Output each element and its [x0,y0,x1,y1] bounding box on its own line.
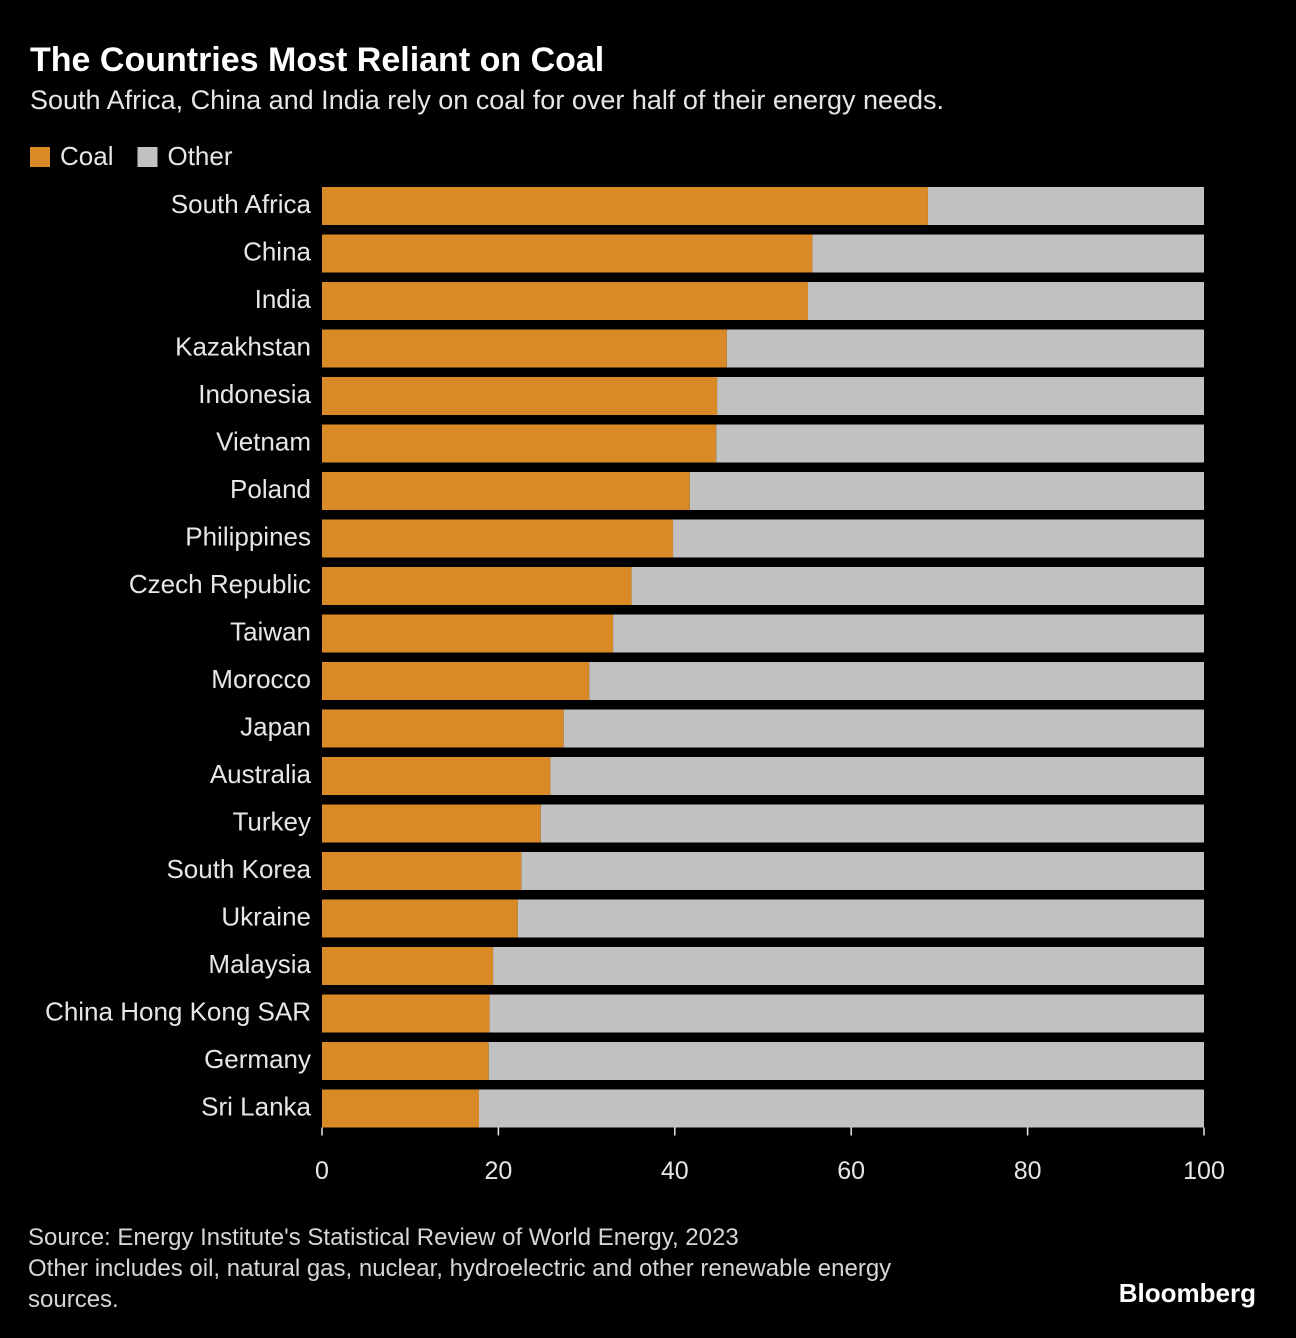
bar-segment [322,614,614,653]
bar-segment [812,234,1204,273]
note: Other includes oil, natural gas, nuclear… [28,1255,892,1313]
y-tick-label: Sri Lanka [201,1091,311,1121]
y-tick-label: India [255,284,312,314]
x-tick-label: 80 [1014,1157,1042,1185]
bar-segment [517,899,1204,938]
y-tick-label: South Africa [171,189,312,219]
bar-segment [322,994,490,1033]
bar-segment [322,709,564,748]
y-tick-label: Indonesia [198,379,311,409]
bar-segment [807,282,1204,320]
bar-segment [563,709,1204,748]
y-tick-label: Morocco [211,664,311,694]
bar-segment [322,282,808,320]
y-tick-label: Czech Republic [129,569,311,599]
x-tick-label: 40 [661,1157,689,1185]
bar-segment [550,757,1204,795]
source: Source: Energy Institute's Statistical R… [28,1224,739,1251]
bar-segment [493,947,1204,985]
y-tick-label: Vietnam [216,426,311,456]
x-tick-label: 60 [837,1157,865,1185]
bar-segment [322,377,718,415]
bar-segment [631,567,1204,605]
y-tick-label: Ukraine [221,901,311,931]
bar-segment [322,852,522,890]
footnotes: Source: Energy Institute's Statistical R… [28,1222,958,1315]
bar-segment [322,567,632,605]
bar-segment [322,329,727,368]
bar-segment [322,1042,489,1080]
x-tick-label: 20 [484,1157,512,1185]
bar-segment [673,519,1204,558]
bar-segment [589,662,1204,700]
legend-swatch [30,147,50,167]
bar-segment [322,1089,479,1128]
y-tick-label: Taiwan [230,616,311,646]
chart-title: The Countries Most Reliant on Coal [30,41,604,79]
bar-segment [521,852,1204,890]
bar-segment [322,424,717,463]
bar-segment [716,424,1204,463]
bar-segment [322,234,813,273]
brand: Bloomberg [1118,1278,1256,1308]
bar-segment [726,329,1204,368]
bar-segment [322,899,518,938]
bar-segment [717,377,1204,415]
y-tick-label: Turkey [233,806,312,836]
y-tick-label: Malaysia [208,949,311,979]
y-tick-label: Kazakhstan [175,331,311,361]
x-tick-label: 0 [315,1157,329,1185]
bar-segment [488,1042,1204,1080]
bar-segment [689,472,1204,510]
bar-segment [322,804,541,843]
y-tick-label: China Hong Kong SAR [45,996,311,1026]
y-tick-label: Poland [230,474,311,504]
bar-segment [322,757,551,795]
chart-subtitle: South Africa, China and India rely on co… [30,85,944,115]
bar-segment [478,1089,1205,1128]
y-tick-label: South Korea [166,854,311,884]
y-tick-label: Germany [204,1044,311,1074]
y-tick-label: Japan [240,711,311,741]
legend-swatch [137,147,158,167]
bar-segment [540,804,1204,843]
y-tick-label: Australia [210,759,312,789]
bar-segment [322,947,494,985]
x-tick-label: 100 [1183,1157,1225,1185]
legend-label: Other [167,141,232,171]
bar-segment [322,187,928,225]
y-tick-label: Philippines [185,521,311,551]
bar-segment [322,472,690,510]
bar-segment [613,614,1204,653]
bar-segment [322,519,674,558]
bar-segment [927,187,1204,225]
y-tick-label: China [243,236,311,266]
bar-segment [489,994,1205,1033]
bar-segment [322,662,590,700]
legend-label: Coal [60,141,113,171]
